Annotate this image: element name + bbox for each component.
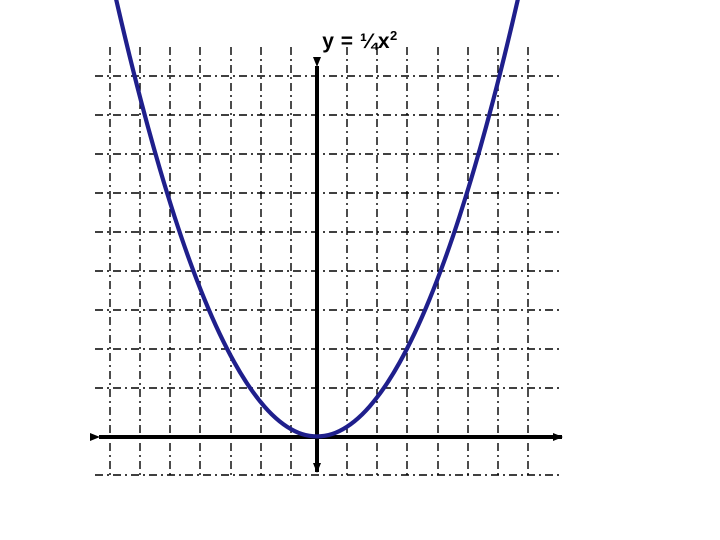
parabola-curve xyxy=(114,0,520,439)
grid-lines xyxy=(95,47,560,478)
graph-title-variable: x xyxy=(377,30,391,53)
graph-title-fraction: ¼ xyxy=(359,30,378,53)
graph-title-lead: y = xyxy=(322,30,360,53)
graph-title: y = ¼x2 xyxy=(0,28,720,54)
graph-title-exponent: 2 xyxy=(390,28,398,43)
